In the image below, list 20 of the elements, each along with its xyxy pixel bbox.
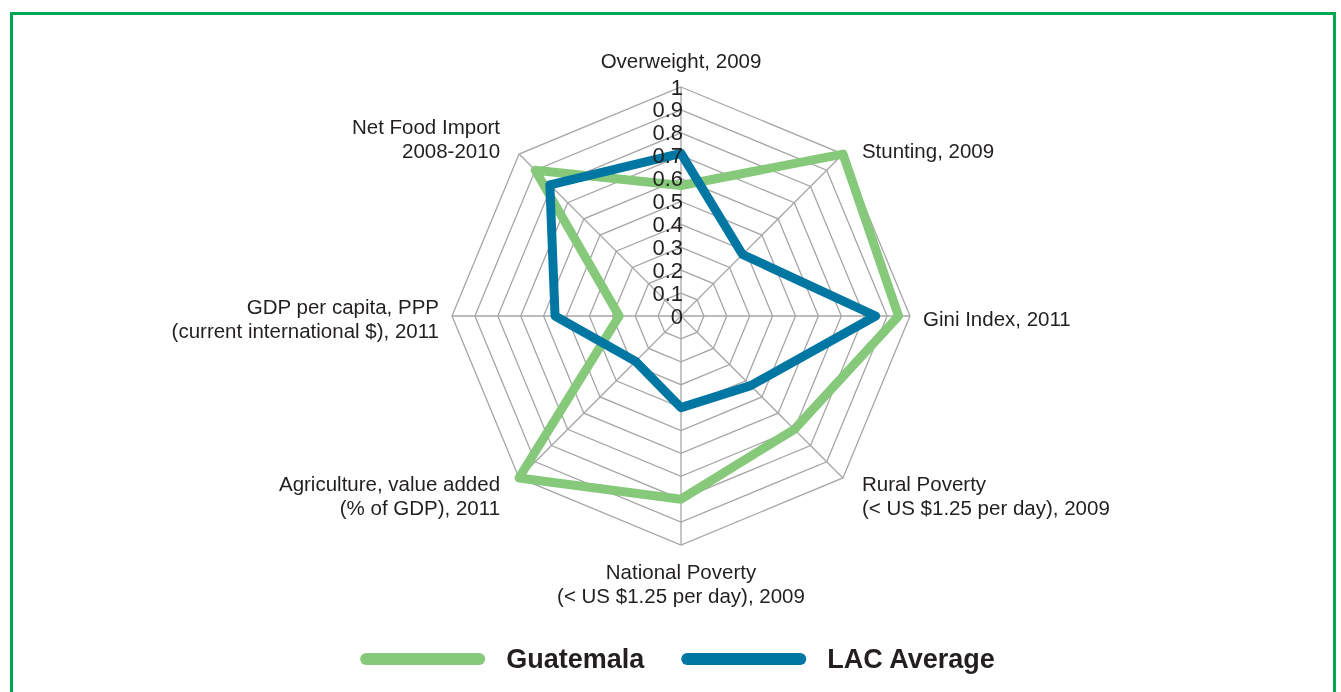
- spoke-label: Net Food Import 2008-2010: [351, 114, 501, 162]
- spoke-label: National Poverty (< US $1.25 per day), 2009: [557, 559, 805, 607]
- y-tick-label: 0.9: [652, 97, 683, 123]
- y-tick-label: 0.3: [652, 234, 683, 260]
- spoke-label: Stunting, 2009: [861, 138, 995, 162]
- y-tick-label: 0.6: [652, 166, 683, 192]
- spoke-label: GDP per capita, PPP (current international $), 2011: [171, 294, 439, 342]
- y-tick-label: 0.1: [652, 280, 683, 306]
- spoke-label: Gini Index, 2011: [923, 306, 1071, 330]
- y-tick-label: 0: [670, 303, 683, 329]
- legend-label: LAC Average: [827, 644, 995, 674]
- legend-label: Guatemala: [506, 644, 646, 674]
- spoke-label: Agriculture, value added (% of GDP), 2011: [278, 471, 501, 519]
- y-tick-label: 1: [670, 74, 683, 100]
- y-tick-label: 0.4: [652, 211, 683, 237]
- spoke-label: Rural Poverty (< US $1.25 per day), 2009: [861, 471, 1110, 519]
- y-tick-label: 0.8: [652, 120, 683, 146]
- y-tick-label: 0.5: [652, 189, 683, 214]
- spoke-label: Overweight, 2009: [600, 48, 762, 72]
- y-tick-label: 0.2: [652, 257, 683, 283]
